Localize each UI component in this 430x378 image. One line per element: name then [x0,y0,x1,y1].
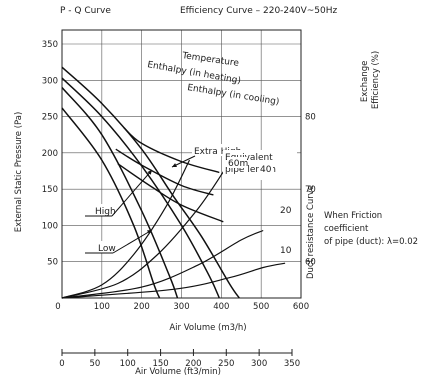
efficiency-curve-3 [117,163,224,223]
x-tick-label: 0 [55,302,60,312]
y-tick-label: 300 [42,76,58,86]
label-enthalpy-cooling: Enthalpy (in cooling) [187,83,280,107]
duct-label-1: 60m [228,159,248,169]
x-tick-label: 200 [134,302,150,312]
label-high: High [95,207,116,217]
x-axis-label: Air Volume (m3/h) [169,323,246,333]
arrow-extra-high-head [172,163,177,167]
label-low: Low [98,244,116,254]
y-axis-left-label: External Static Pressure (Pa) [14,112,24,233]
label-temperature: Temperature [181,51,240,69]
y-tick-label: 50 [47,258,58,268]
x2-tick-label: 350 [284,359,300,369]
y-axis-right-label: Exchange Efficiency (%) [360,51,381,109]
y2-tick-label: 70 [305,185,316,195]
x-tick-label: 500 [253,302,269,312]
arrow-low-line [112,229,153,254]
arrow-high-line [111,169,153,217]
y-axis-right-label-line1: Exchange [360,61,370,103]
label-pipe-length: pipe length [225,165,276,175]
axes [61,29,302,356]
duct-axis-label: Duct resistance Curve [306,185,316,279]
label-low-bg [97,241,117,253]
y-tick-label: 150 [42,185,58,195]
chart-title-left: P - Q Curve [60,6,111,16]
tick-labels: 0 100 200 300 400 500 600501001502002503003506… [42,40,316,369]
x-tick-label: 100 [94,302,110,312]
x-tick-label: 600 [293,302,309,312]
y2-tick-label: 60 [305,258,316,268]
x2-tick-label: 0 [59,359,64,369]
x2-tick-label: 50 [89,359,100,369]
friction-note-line-1: When Friction [324,211,382,221]
arrow-low-head [147,230,152,235]
series-lines [61,66,286,299]
duct-curve-2 [61,168,226,299]
y-axis-right-label-line2: Efficiency (%) [371,51,381,109]
label-extra-high: Extra High [194,147,241,157]
duct-label-bg [279,204,293,215]
efficiency-curve-1 [123,126,220,174]
pq-curve-extra-high-b [61,77,220,299]
duct-label-2: 40 [260,165,272,175]
duct-curve-4 [61,262,286,299]
y2-tick-label: 80 [305,113,316,123]
label-equivalent: Equivalent [225,153,273,163]
x2-axis-label: Air Volume (ft3/min) [135,367,221,377]
x2-tick-label: 250 [218,359,234,369]
x2-tick-label: 200 [185,359,201,369]
duct-label-3: 20 [280,206,292,216]
x-tick-label: 400 [213,302,229,312]
duct-label-bg [227,157,247,168]
duct-label-bg [259,163,273,174]
friction-note-line-2: coefficient [324,224,369,234]
pq-curve-extra-high-a [61,66,240,299]
x2-tick-label: 100 [120,359,136,369]
duct-curve-3 [61,229,264,299]
pq-curve-high [61,87,179,299]
duct-label-bg [279,244,293,255]
efficiency-curve-2 [115,148,214,196]
y-tick-label: 100 [42,221,58,231]
x2-tick-label: 300 [251,359,267,369]
chart-title-right: Efficiency Curve – 220-240V~50Hz [180,6,338,16]
plot-frame [61,29,302,299]
y-tick-label: 350 [42,40,58,50]
arrow-high-head [147,170,152,175]
duct-curve-1 [61,159,191,299]
label-high-bg [94,204,118,216]
pq-curve-low [61,107,161,299]
x2-tick-label: 150 [152,359,168,369]
y-tick-label: 200 [42,149,58,159]
duct-label-4: 10 [280,246,292,256]
x-tick-label: 300 [173,302,189,312]
friction-note-line-3: of pipe (duct): λ=0.02 [324,237,418,247]
y-tick-label: 250 [42,113,58,123]
